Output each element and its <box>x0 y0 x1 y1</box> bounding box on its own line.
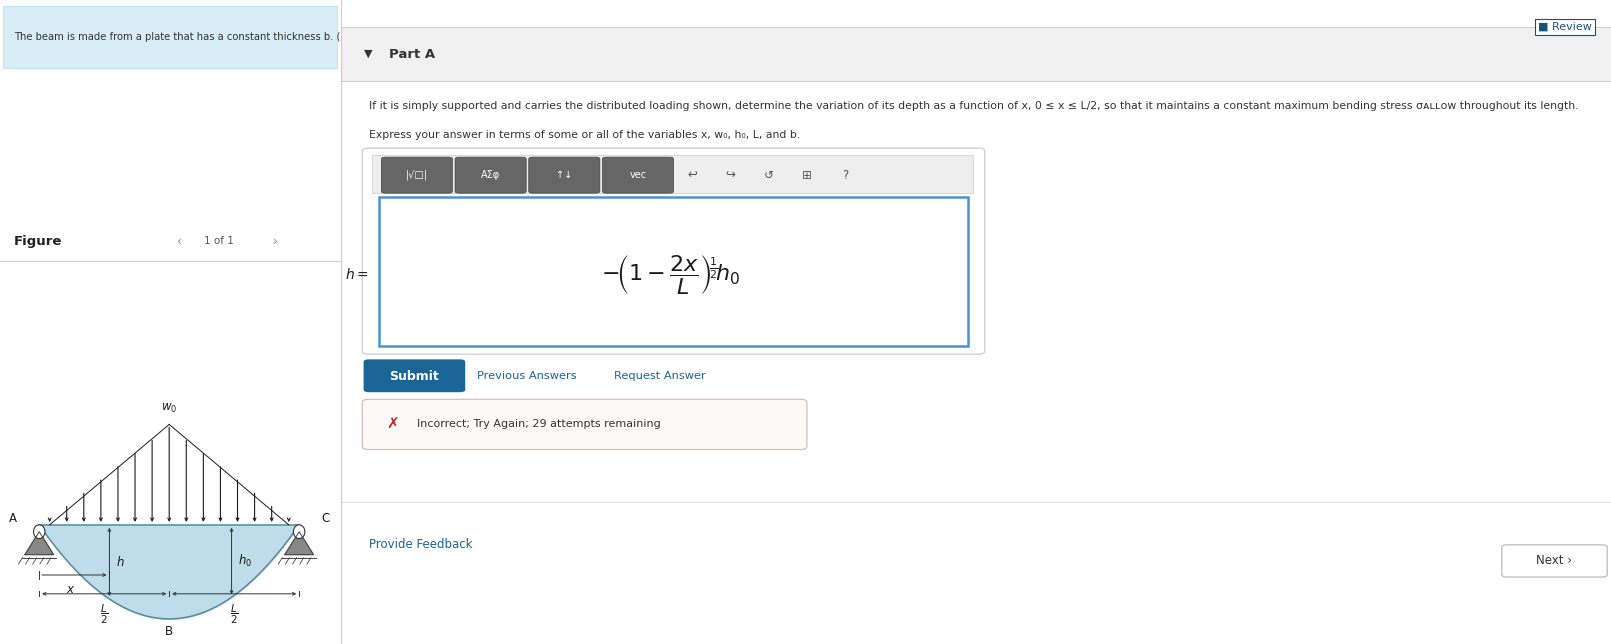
Text: If it is simply supported and carries the distributed loading shown, determine t: If it is simply supported and carries th… <box>369 100 1579 111</box>
Text: A: A <box>10 512 18 525</box>
Text: ⊞: ⊞ <box>802 169 812 182</box>
FancyBboxPatch shape <box>382 157 453 193</box>
Text: ↪: ↪ <box>727 169 736 182</box>
Text: The beam is made from a plate that has a constant thickness b. (Figure 1): The beam is made from a plate that has a… <box>13 32 383 43</box>
Text: ✗: ✗ <box>387 417 400 432</box>
FancyBboxPatch shape <box>603 157 673 193</box>
Circle shape <box>293 525 304 538</box>
Text: AΣφ: AΣφ <box>482 170 501 180</box>
Text: 1 of 1: 1 of 1 <box>205 236 234 247</box>
FancyBboxPatch shape <box>362 399 807 450</box>
Text: B: B <box>166 625 174 638</box>
Text: ‹: ‹ <box>177 235 182 248</box>
FancyBboxPatch shape <box>1501 545 1608 577</box>
Text: ↑↓: ↑↓ <box>556 170 572 180</box>
Text: $x$: $x$ <box>66 583 76 596</box>
FancyBboxPatch shape <box>364 359 466 392</box>
FancyBboxPatch shape <box>362 148 984 354</box>
Polygon shape <box>24 532 53 554</box>
Text: Next ›: Next › <box>1535 554 1572 567</box>
Text: ›: › <box>272 235 277 248</box>
Circle shape <box>34 525 45 538</box>
Text: Previous Answers: Previous Answers <box>477 371 577 381</box>
Text: Request Answer: Request Answer <box>614 371 706 381</box>
Text: C: C <box>321 512 329 525</box>
Text: Submit: Submit <box>390 370 440 383</box>
Text: $h_0$: $h_0$ <box>238 553 253 569</box>
Text: ↩: ↩ <box>688 169 698 182</box>
FancyBboxPatch shape <box>528 157 599 193</box>
Text: Part A: Part A <box>388 48 435 61</box>
Text: ?: ? <box>843 169 847 182</box>
FancyBboxPatch shape <box>379 197 968 346</box>
Text: Figure: Figure <box>13 235 61 248</box>
Text: $w_0$: $w_0$ <box>161 402 177 415</box>
Text: ■ Review: ■ Review <box>1539 22 1592 32</box>
Text: Express your answer in terms of some or all of the variables x, w₀, h₀, L, and b: Express your answer in terms of some or … <box>369 130 801 140</box>
Text: Provide Feedback: Provide Feedback <box>369 538 472 551</box>
Text: $\dfrac{L}{2}$: $\dfrac{L}{2}$ <box>100 603 108 627</box>
Text: vec: vec <box>630 170 646 180</box>
FancyBboxPatch shape <box>372 155 973 193</box>
Text: $h$: $h$ <box>116 555 124 569</box>
Text: $\dfrac{L}{2}$: $\dfrac{L}{2}$ <box>230 603 238 627</box>
Text: |√□|: |√□| <box>406 170 429 180</box>
FancyBboxPatch shape <box>3 6 337 68</box>
Text: ▼: ▼ <box>364 49 372 59</box>
FancyBboxPatch shape <box>342 27 1611 80</box>
Text: Incorrect; Try Again; 29 attempts remaining: Incorrect; Try Again; 29 attempts remain… <box>417 419 661 430</box>
FancyBboxPatch shape <box>454 157 527 193</box>
Polygon shape <box>285 532 314 554</box>
Text: $-\!\left(1-\dfrac{2x}{L}\right)^{\!\frac{1}{2}}\!h_0$: $-\!\left(1-\dfrac{2x}{L}\right)^{\!\fra… <box>601 254 741 296</box>
Text: $h =$: $h =$ <box>345 267 369 283</box>
Text: ↺: ↺ <box>764 169 773 182</box>
